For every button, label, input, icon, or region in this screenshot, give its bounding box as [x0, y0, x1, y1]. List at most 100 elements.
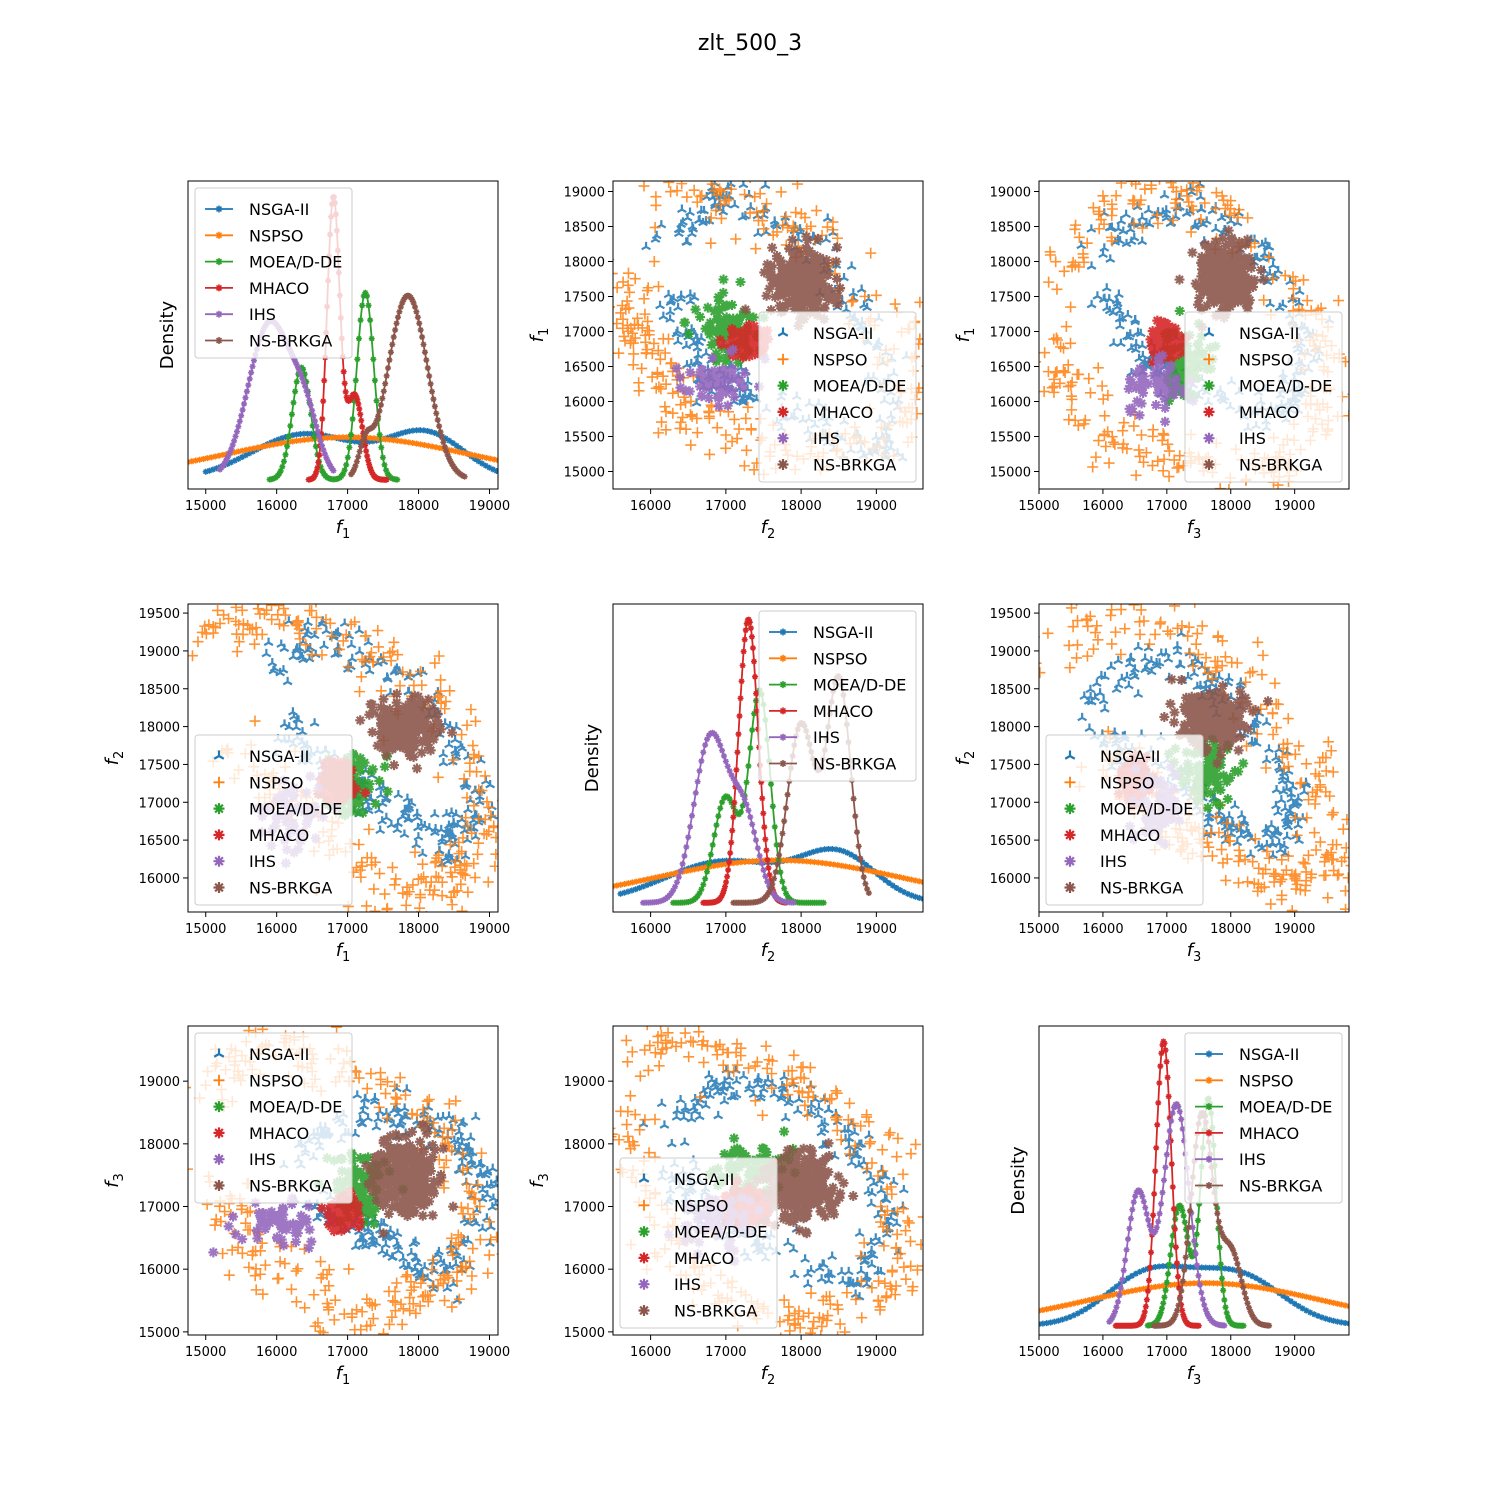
x-tick-label: 16000 — [256, 922, 297, 937]
legend: NSGA-II NSPSO MOEA/D-DE MHACO IHS NS-BRKGA — [194, 1032, 353, 1204]
y-tick-label: 15500 — [990, 431, 1031, 446]
x-tick-label: 16000 — [256, 1345, 297, 1360]
x-tick-label: 16000 — [630, 922, 671, 937]
x-tick-label: 18000 — [1210, 922, 1251, 937]
y-tick-label: 19500 — [139, 607, 180, 622]
legend-entry-nspso: NSPSO — [1195, 1071, 1294, 1090]
legend-label: IHS — [1239, 1150, 1266, 1169]
y-tick-label: 15000 — [564, 466, 605, 481]
legend-label: NSGA-II — [1239, 1045, 1299, 1064]
series-ns-brkga — [361, 1119, 459, 1239]
x-tick-label: 19000 — [469, 1345, 510, 1360]
legend-entry-ihs: IHS — [205, 305, 276, 324]
y-axis-label: f1 — [527, 328, 552, 343]
y-tick-label: 18000 — [564, 1138, 605, 1153]
legend-label: NS-BRKGA — [674, 1302, 757, 1321]
y-tick-label: 18500 — [990, 683, 1031, 698]
legend: NSGA-II NSPSO MOEA/D-DE MHACO IHS NS-BRKGA — [1045, 734, 1204, 906]
legend-label: MHACO — [813, 702, 873, 721]
legend-entry-mhaco: MHACO — [1203, 403, 1299, 422]
x-axis-label: f2 — [761, 1363, 776, 1388]
legend-entry-nsga-ii: NSGA-II — [213, 1045, 309, 1064]
legend-label: IHS — [249, 852, 276, 871]
x-tick-label: 18000 — [398, 499, 439, 514]
x-tick-label: 17000 — [705, 499, 746, 514]
legend-label: MHACO — [674, 1249, 734, 1268]
subplot-2-3: 15000 16000 17000 18000 19000 16000 16500 17000… — [953, 603, 1350, 965]
legend: NSGA-II NSPSO MOEA/D-DE MHACO IHS NS-BRKGA — [758, 610, 917, 782]
legend-entry-ns-brkga: NS-BRKGA — [1064, 879, 1183, 898]
y-tick-label: 17000 — [139, 796, 180, 811]
legend: NSGA-II NSPSO MOEA/D-DE MHACO IHS NS-BRKGA — [1184, 1032, 1343, 1204]
y-tick-label: 19000 — [990, 645, 1031, 660]
legend-label: MOEA/D-DE — [249, 253, 342, 272]
legend-label: NSPSO — [674, 1196, 729, 1215]
legend-label: NSGA-II — [1239, 324, 1299, 343]
legend-entry-ihs: IHS — [777, 429, 840, 448]
y-axis-label: Density — [582, 723, 603, 792]
y-tick-label: 19000 — [139, 1075, 180, 1090]
legend-label: MOEA/D-DE — [1239, 377, 1332, 396]
legend-entry-mhaco: MHACO — [777, 403, 873, 422]
figure-title: zlt_500_3 — [698, 31, 802, 56]
x-tick-label: 19000 — [1274, 1345, 1315, 1360]
legend-entry-nsga-ii: NSGA-II — [1195, 1045, 1299, 1064]
y-tick-label: 16500 — [139, 834, 180, 849]
legend-label: MOEA/D-DE — [1239, 1098, 1332, 1117]
plot-area — [1039, 1038, 1349, 1329]
legend-entry-moea-d-de: MOEA/D-DE — [1195, 1098, 1332, 1117]
legend-entry-ns-brkga: NS-BRKGA — [769, 755, 896, 774]
legend-entry-ns-brkga: NS-BRKGA — [1195, 1177, 1322, 1196]
series-ihs — [671, 344, 771, 412]
y-tick-label: 18500 — [139, 683, 180, 698]
scatter-points — [361, 1119, 459, 1239]
y-tick-label: 19000 — [564, 1075, 605, 1090]
subplot-1-2: 16000 17000 18000 19000 15000 15500 16000 16500… — [527, 180, 924, 542]
legend-label: NSGA-II — [813, 623, 873, 642]
legend-label: IHS — [813, 728, 840, 747]
legend-entry-ihs: IHS — [769, 728, 840, 747]
legend-entry-nspso: NSPSO — [1064, 773, 1155, 792]
legend-label: NSPSO — [249, 1071, 304, 1090]
series-mhaco — [715, 319, 774, 363]
legend-entry-ns-brkga: NS-BRKGA — [1203, 456, 1322, 475]
y-tick-label: 15000 — [139, 1326, 180, 1341]
legend-label: MOEA/D-DE — [813, 377, 906, 396]
legend-label: IHS — [674, 1275, 701, 1294]
legend-label: NS-BRKGA — [249, 1177, 332, 1196]
x-tick-label: 15000 — [185, 499, 226, 514]
legend-entry-ihs: IHS — [1064, 852, 1127, 871]
legend-label: MHACO — [1239, 403, 1299, 422]
legend-entry-nspso: NSPSO — [213, 1071, 304, 1090]
series-ihs — [1123, 350, 1199, 427]
axes-frame — [612, 1025, 924, 1336]
legend-entry-nsga-ii: NSGA-II — [1203, 324, 1299, 343]
legend-label: IHS — [249, 1150, 276, 1169]
x-tick-label: 15000 — [185, 922, 226, 937]
legend-label: IHS — [249, 305, 276, 324]
legend-label: MHACO — [249, 1124, 309, 1143]
x-tick-label: 18000 — [398, 1345, 439, 1360]
legend-entry-moea-d-de: MOEA/D-DE — [769, 676, 906, 695]
legend-entry-nsga-ii: NSGA-II — [205, 200, 309, 219]
y-tick-label: 17000 — [990, 326, 1031, 341]
x-axis-label: f1 — [336, 940, 351, 965]
y-tick-label: 16000 — [564, 396, 605, 411]
legend-label: NS-BRKGA — [249, 332, 332, 351]
x-tick-label: 19000 — [856, 1345, 897, 1360]
series-ns-brkga — [355, 688, 457, 774]
x-tick-label: 18000 — [1210, 1345, 1251, 1360]
legend-entry-mhaco: MHACO — [213, 1124, 309, 1143]
series-moea-d-de — [266, 289, 401, 483]
legend-label: NSGA-II — [674, 1170, 734, 1189]
legend-entry-nsga-ii: NSGA-II — [213, 747, 309, 766]
legend-entry-ihs: IHS — [213, 852, 276, 871]
axes-frame — [1038, 603, 1350, 913]
legend-entry-ns-brkga: NS-BRKGA — [777, 456, 896, 475]
x-tick-label: 19000 — [1274, 922, 1315, 937]
x-axis-label: f3 — [1187, 517, 1202, 542]
y-axis-label: Density — [157, 300, 178, 369]
x-axis-label: f3 — [1187, 940, 1202, 965]
y-tick-label: 15500 — [564, 431, 605, 446]
x-tick-label: 17000 — [327, 922, 368, 937]
